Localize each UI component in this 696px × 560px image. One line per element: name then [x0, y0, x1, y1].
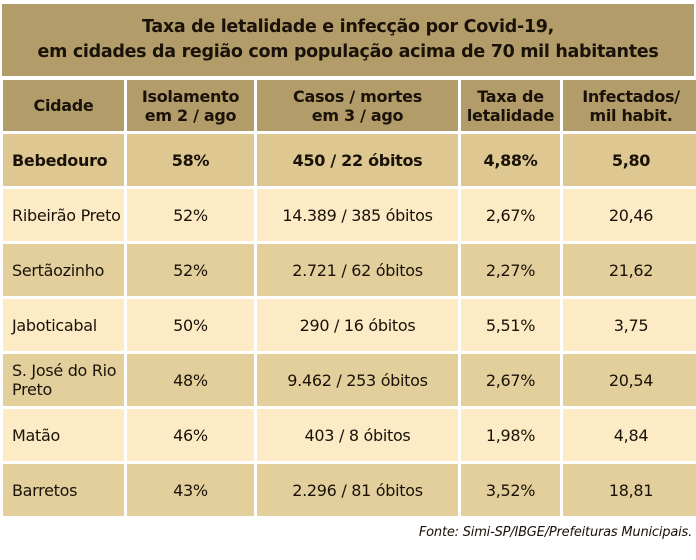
- header-isolamento: Isolamento em 2 / ago: [127, 80, 254, 131]
- cell-infectados: 20,46: [563, 189, 696, 241]
- table-row: Sertãozinho 52% 2.721 / 62 óbitos 2,27% 21,6…: [3, 244, 696, 296]
- cell-infectados: 21,62: [563, 244, 696, 296]
- cell-casos: 290 / 16 óbitos: [257, 299, 458, 351]
- cell-casos: 14.389 / 385 óbitos: [257, 189, 458, 241]
- cell-isolamento: 52%: [127, 189, 254, 241]
- title-line-2: em cidades da região com população acima…: [37, 42, 659, 62]
- cell-city: Ribeirão Preto: [3, 189, 124, 241]
- cell-isolamento: 48%: [127, 354, 254, 406]
- cell-infectados: 18,81: [563, 464, 696, 516]
- header-row: Cidade Isolamento em 2 / ago Casos / mort…: [3, 80, 696, 131]
- table-row: Ribeirão Preto 52% 14.389 / 385 óbitos 2,67…: [3, 189, 696, 241]
- table-row: Barretos 43% 2.296 / 81 óbitos 3,52% 18,81: [3, 464, 696, 516]
- cell-isolamento: 52%: [127, 244, 254, 296]
- table-row: Jaboticabal 50% 290 / 16 óbitos 5,51% 3,75: [3, 299, 696, 351]
- cell-casos: 450 / 22 óbitos: [257, 134, 458, 186]
- cell-infectados: 20,54: [563, 354, 696, 406]
- table-title: Taxa de letalidade e infecção por Covid-…: [2, 4, 694, 76]
- header-cidade: Cidade: [3, 80, 124, 131]
- cell-casos: 9.462 / 253 óbitos: [257, 354, 458, 406]
- cell-infectados: 5,80: [563, 134, 696, 186]
- cell-isolamento: 43%: [127, 464, 254, 516]
- header-taxa: Taxa de letalidade: [461, 80, 560, 131]
- cell-isolamento: 58%: [127, 134, 254, 186]
- cell-taxa: 1,98%: [461, 409, 560, 461]
- cell-taxa: 2,67%: [461, 189, 560, 241]
- cell-casos: 2.721 / 62 óbitos: [257, 244, 458, 296]
- cell-infectados: 4,84: [563, 409, 696, 461]
- covid-table: Cidade Isolamento em 2 / ago Casos / mort…: [0, 77, 696, 519]
- cell-isolamento: 50%: [127, 299, 254, 351]
- header-infectados: Infectados/mil habit.: [563, 80, 696, 131]
- cell-casos: 403 / 8 óbitos: [257, 409, 458, 461]
- cell-taxa: 5,51%: [461, 299, 560, 351]
- cell-city: Bebedouro: [3, 134, 124, 186]
- cell-city: S. José do Rio Preto: [3, 354, 124, 406]
- header-casos: Casos / mortes em 3 / ago: [257, 80, 458, 131]
- title-line-1: Taxa de letalidade e infecção por Covid-…: [141, 17, 555, 37]
- table-row: Matão 46% 403 / 8 óbitos 1,98% 4,84: [3, 409, 696, 461]
- cell-taxa: 2,67%: [461, 354, 560, 406]
- source-note: Fonte: Simi-SP/IBGE/Prefeituras Municipa…: [418, 525, 692, 540]
- cell-taxa: 2,27%: [461, 244, 560, 296]
- cell-taxa: 3,52%: [461, 464, 560, 516]
- cell-city: Jaboticabal: [3, 299, 124, 351]
- cell-city: Matão: [3, 409, 124, 461]
- cell-city: Sertãozinho: [3, 244, 124, 296]
- cell-city: Barretos: [3, 464, 124, 516]
- cell-isolamento: 46%: [127, 409, 254, 461]
- table-row: Bebedouro 58% 450 / 22 óbitos 4,88% 5,80: [3, 134, 696, 186]
- table-row: S. José do Rio Preto 48% 9.462 / 253 óbito…: [3, 354, 696, 406]
- cell-casos: 2.296 / 81 óbitos: [257, 464, 458, 516]
- cell-infectados: 3,75: [563, 299, 696, 351]
- cell-taxa: 4,88%: [461, 134, 560, 186]
